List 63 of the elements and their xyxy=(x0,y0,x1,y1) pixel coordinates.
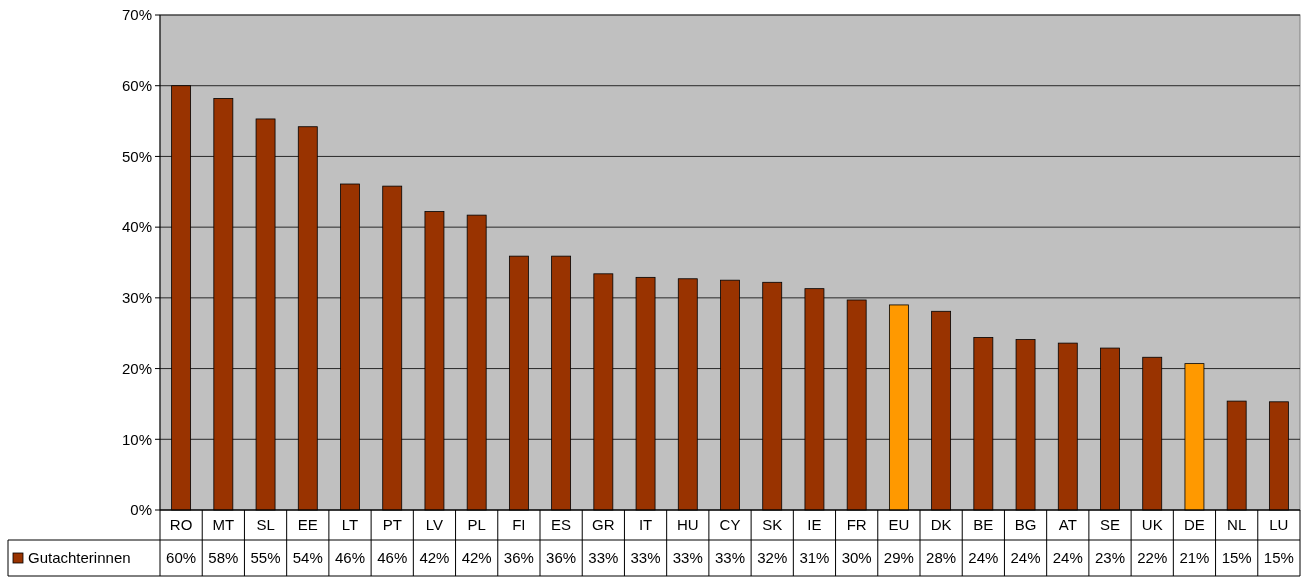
data-label: 31% xyxy=(799,549,830,567)
y-tick-label: 0% xyxy=(130,501,152,519)
x-tick-label: HU xyxy=(676,516,699,534)
x-tick-label: RO xyxy=(169,516,193,534)
x-tick-label: IE xyxy=(807,516,822,534)
data-label: 15% xyxy=(1263,549,1294,567)
x-tick-label: ES xyxy=(551,516,572,534)
y-tick-label: 10% xyxy=(121,430,152,448)
data-label: 58% xyxy=(208,549,239,567)
y-tick-label: 50% xyxy=(121,147,152,165)
data-label: 29% xyxy=(883,549,914,567)
y-tick-label: 70% xyxy=(121,6,152,24)
data-label: 24% xyxy=(1052,549,1083,567)
x-tick-label: BG xyxy=(1014,516,1037,534)
x-tick-label: CY xyxy=(719,516,741,534)
x-tick-label: SE xyxy=(1099,516,1121,534)
y-tick-label: 30% xyxy=(121,289,152,307)
x-tick-label: SL xyxy=(256,516,275,534)
data-label: 28% xyxy=(926,549,957,567)
data-label: 21% xyxy=(1179,549,1210,567)
data-label: 42% xyxy=(461,549,492,567)
data-label: 42% xyxy=(419,549,450,567)
data-label: 22% xyxy=(1137,549,1168,567)
data-label: 33% xyxy=(588,549,619,567)
y-tick-label: 60% xyxy=(121,76,152,94)
data-label: 33% xyxy=(672,549,703,567)
data-label: 30% xyxy=(841,549,872,567)
x-tick-label: FI xyxy=(512,516,526,534)
data-label: 36% xyxy=(503,549,534,567)
data-label: 24% xyxy=(1010,549,1041,567)
data-label: 60% xyxy=(166,549,197,567)
x-tick-label: LV xyxy=(425,516,444,534)
data-label: 46% xyxy=(334,549,366,567)
x-tick-label: PL xyxy=(467,516,486,534)
data-label: 33% xyxy=(630,549,661,567)
legend-label: Gutachterinnen xyxy=(28,549,131,567)
x-tick-label: UK xyxy=(1141,516,1163,534)
data-label: 36% xyxy=(546,549,577,567)
data-label: 24% xyxy=(968,549,999,567)
x-tick-label: FR xyxy=(846,516,867,534)
x-tick-label: EU xyxy=(888,516,910,534)
y-tick-label: 20% xyxy=(121,359,152,377)
x-tick-label: BE xyxy=(973,516,994,534)
x-tick-label: IT xyxy=(638,516,653,534)
data-label: 15% xyxy=(1221,549,1252,567)
data-label: 33% xyxy=(714,549,746,567)
data-label: 23% xyxy=(1094,549,1126,567)
x-tick-label: LU xyxy=(1269,516,1289,534)
x-tick-label: AT xyxy=(1058,516,1077,534)
x-tick-label: MT xyxy=(212,516,235,534)
x-tick-label: LT xyxy=(341,516,359,534)
x-tick-label: DK xyxy=(930,516,952,534)
y-tick-label: 40% xyxy=(121,218,152,236)
data-label: 46% xyxy=(377,549,408,567)
data-label: 32% xyxy=(757,549,788,567)
data-label: 54% xyxy=(292,549,323,567)
x-tick-label: GR xyxy=(592,516,615,534)
data-label: 55% xyxy=(250,549,281,567)
x-tick-label: DE xyxy=(1184,516,1205,534)
x-tick-label: NL xyxy=(1227,516,1247,534)
x-tick-label: SK xyxy=(762,516,783,534)
x-tick-label: PT xyxy=(382,516,402,534)
x-tick-label: EE xyxy=(297,516,318,534)
